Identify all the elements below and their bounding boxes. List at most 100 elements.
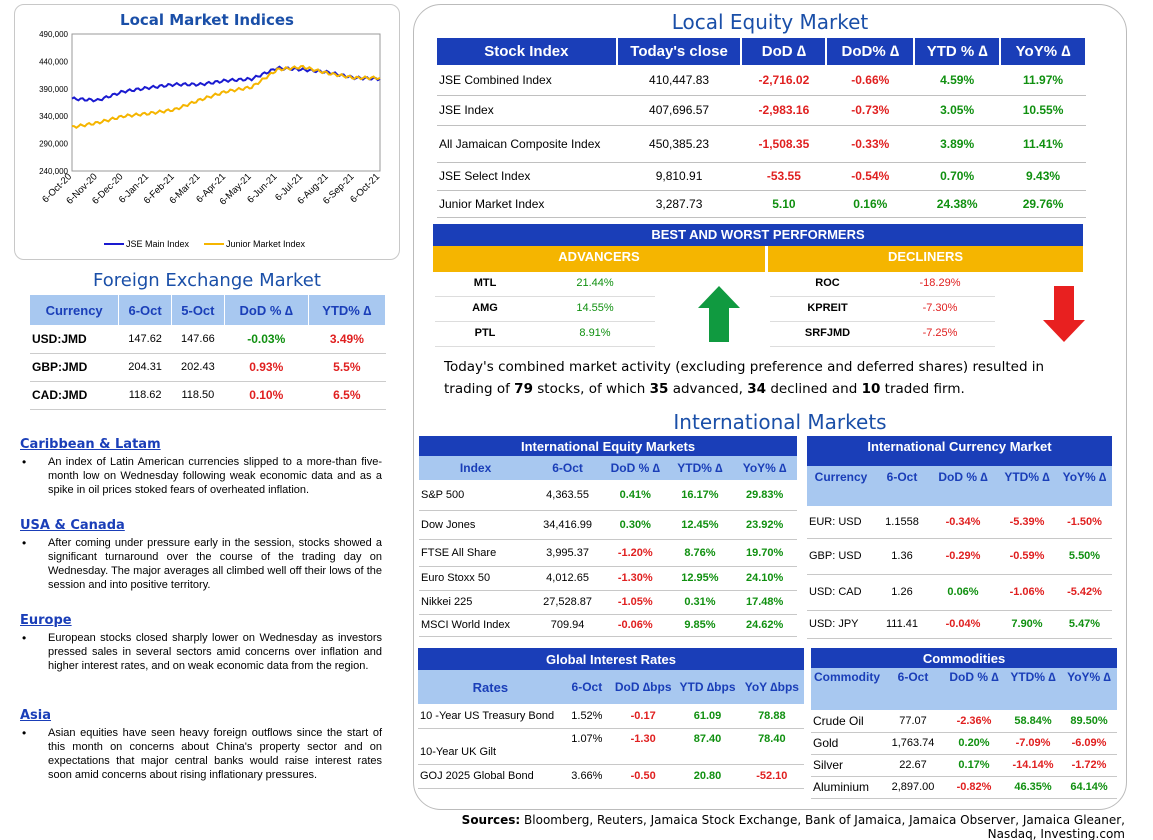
intl-currency-row: EUR: USD 1.1558 -0.34% -5.39% -1.50% bbox=[807, 506, 1112, 539]
fx-currency: GBP:JMD bbox=[30, 353, 119, 382]
intl-equity-row: Nikkei 225 27,528.87 -1.05% 0.31% 17.48% bbox=[419, 590, 797, 615]
sources: Sources: Bloomberg, Reuters, Jamaica Sto… bbox=[425, 813, 1125, 840]
equity-dod: 5.10 bbox=[741, 190, 827, 218]
equity-row: JSE Index 407,696.57 -2,983.16 -0.73% 3.… bbox=[437, 95, 1086, 126]
intl-equity-table: International Equity Markets Index 6-Oct… bbox=[419, 436, 797, 637]
fx-row: USD:JMD 147.62 147.66 -0.03% 3.49% bbox=[30, 325, 386, 354]
equity-title: Local Equity Market bbox=[671, 10, 869, 34]
fx-ytd: 6.5% bbox=[308, 381, 386, 410]
equity-row: JSE Select Index 9,810.91 -53.55 -0.54% … bbox=[437, 162, 1086, 191]
intl-equity-row: Dow Jones 34,416.99 0.30% 12.45% 23.92% bbox=[419, 510, 797, 540]
fx-currency: USD:JMD bbox=[30, 325, 119, 354]
equity-row: Junior Market Index 3,287.73 5.10 0.16% … bbox=[437, 190, 1086, 218]
advancer-ticker: AMG bbox=[472, 302, 498, 314]
sources-label: Sources: bbox=[461, 813, 521, 827]
fx-header: YTD% ∆ bbox=[308, 295, 387, 325]
decliner-ticker: KPREIT bbox=[807, 302, 848, 314]
news-asia: Asia Asian equities have seen heavy fore… bbox=[20, 708, 382, 782]
equity-close: 9,810.91 bbox=[616, 162, 742, 191]
equity-ytd: 0.70% bbox=[914, 162, 1001, 191]
news-usa: USA & Canada After coming under pressure… bbox=[20, 518, 382, 592]
equity-name: JSE Combined Index bbox=[437, 65, 617, 96]
equity-name: JSE Index bbox=[437, 95, 617, 126]
intl-equity-title: International Equity Markets bbox=[419, 436, 797, 456]
equity-row: All Jamaican Composite Index 450,385.23 … bbox=[437, 125, 1086, 163]
down-arrow-icon bbox=[1043, 286, 1085, 342]
fx-value: 118.50 bbox=[171, 381, 225, 410]
y-tick-label: 490,000 bbox=[39, 30, 68, 39]
equity-dod: -1,508.35 bbox=[741, 125, 827, 163]
commodities-title: Commodities bbox=[811, 648, 1117, 668]
y-tick-label: 290,000 bbox=[39, 140, 68, 149]
fx-value: 118.62 bbox=[118, 381, 172, 410]
fx-row: CAD:JMD 118.62 118.50 0.10% 6.5% bbox=[30, 381, 386, 410]
advancer-value: 21.44% bbox=[576, 277, 614, 289]
equity-name: JSE Select Index bbox=[437, 162, 617, 191]
equity-dod: -2,716.02 bbox=[741, 65, 827, 96]
decliner-value: -18.29% bbox=[919, 277, 961, 289]
intl-equity-header: YTD% ∆ bbox=[667, 456, 733, 480]
fx-ytd: 5.5% bbox=[308, 353, 386, 382]
fx-row: GBP:JMD 204.31 202.43 0.93% 5.5% bbox=[30, 353, 386, 382]
rates-row: 10-Year UK Gilt 1.07% -1.30 87.40 78.40 bbox=[418, 728, 804, 765]
news-heading[interactable]: Europe bbox=[20, 613, 72, 628]
y-tick-label: 340,000 bbox=[39, 112, 68, 121]
advancer-ticker: PTL bbox=[474, 327, 496, 339]
equity-ytd: 3.89% bbox=[914, 125, 1001, 163]
decliner-value: -7.25% bbox=[922, 327, 958, 339]
equity-name: All Jamaican Composite Index bbox=[437, 125, 617, 163]
summary-advanced: 35 bbox=[649, 381, 669, 397]
equity-dodp: 0.16% bbox=[826, 190, 915, 218]
commodity-row: Gold 1,763.74 0.20% -7.09% -6.09% bbox=[811, 732, 1117, 755]
intl-equity-header: YoY% ∆ bbox=[732, 456, 797, 480]
intl-currency-row: USD: CAD 1.26 0.06% -1.06% -5.42% bbox=[807, 574, 1112, 611]
news-europe: Europe European stocks closed sharply lo… bbox=[20, 613, 382, 673]
local-market-indices-chart: 490,000 440,000 390,000 340,000 290,000 240,0… bbox=[39, 30, 382, 249]
equity-dod: -53.55 bbox=[741, 162, 827, 191]
summary-firm: 10 bbox=[861, 381, 881, 397]
intl-currency-row: GBP: USD 1.36 -0.29% -0.59% 5.50% bbox=[807, 538, 1112, 575]
equity-table: Stock Index Today's close DoD ∆ DoD% ∆ Y… bbox=[437, 38, 1087, 218]
news-text: European stocks closed sharply lower on … bbox=[20, 631, 382, 673]
decliner-value: -7.30% bbox=[922, 302, 958, 314]
advancer-value: 14.55% bbox=[576, 302, 614, 314]
equity-yoy: 11.97% bbox=[1000, 65, 1086, 96]
fx-header: 6-Oct bbox=[118, 295, 172, 325]
series-line-jse-main bbox=[71, 65, 381, 103]
intl-equity-header: DoD % ∆ bbox=[602, 456, 668, 480]
advancer-row: AMG 14.55% bbox=[435, 297, 655, 322]
decliner-row: SRFJMD -7.25% bbox=[770, 322, 995, 347]
equity-header: DoD% ∆ bbox=[826, 38, 916, 65]
fx-ytd: 3.49% bbox=[308, 325, 386, 354]
equity-ytd: 3.05% bbox=[914, 95, 1001, 126]
commodity-row: Silver 22.67 0.17% -14.14% -1.72% bbox=[811, 754, 1117, 777]
equity-close: 410,447.83 bbox=[616, 65, 742, 96]
equity-yoy: 9.43% bbox=[1000, 162, 1086, 191]
y-tick-label: 240,000 bbox=[39, 167, 68, 176]
equity-close: 450,385.23 bbox=[616, 125, 742, 163]
commodities-table: Commodities Commodity 6-Oct DoD % ∆ YTD%… bbox=[811, 648, 1117, 799]
equity-yoy: 29.76% bbox=[1000, 190, 1086, 218]
news-heading[interactable]: Caribbean & Latam bbox=[20, 437, 161, 452]
intl-currency-row: USD: JPY 111.41 -0.04% 7.90% 5.47% bbox=[807, 610, 1112, 639]
interest-rates-table: Global Interest Rates Rates 6-Oct DoD ∆b… bbox=[418, 648, 804, 789]
summary-total: 79 bbox=[514, 381, 533, 397]
intl-equity-header: Index bbox=[419, 456, 533, 480]
commodity-row: Crude Oil 77.07 -2.36% 58.84% 89.50% bbox=[811, 710, 1117, 733]
summary-declined: 34 bbox=[747, 381, 767, 397]
news-heading[interactable]: Asia bbox=[20, 708, 52, 723]
rates-title: Global Interest Rates bbox=[418, 648, 804, 670]
news-heading[interactable]: USA & Canada bbox=[20, 518, 125, 533]
equity-header: YoY% ∆ bbox=[1000, 38, 1087, 65]
advancer-row: PTL 8.91% bbox=[435, 322, 655, 347]
equity-dod: -2,983.16 bbox=[741, 95, 827, 126]
y-tick-label: 390,000 bbox=[39, 85, 68, 94]
intl-equity-row: Euro Stoxx 50 4,012.65 -1.30% 12.95% 24.… bbox=[419, 566, 797, 591]
intl-currency-title: International Currency Market bbox=[807, 436, 1112, 466]
legend-label: JSE Main Index bbox=[126, 239, 190, 249]
legend-label: Junior Market Index bbox=[226, 239, 306, 249]
equity-header: Stock Index bbox=[437, 38, 618, 65]
news-text: Asian equities have seen heavy foreign o… bbox=[20, 726, 382, 782]
decliners-header: DECLINERS bbox=[768, 246, 1083, 272]
news-text: After coming under pressure early in the… bbox=[20, 536, 382, 592]
